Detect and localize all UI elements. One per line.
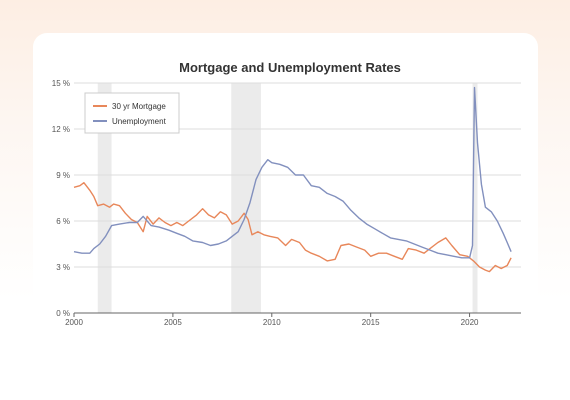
recession-band-3 xyxy=(472,83,478,313)
y-tick-label: 0 % xyxy=(56,309,70,318)
series-lines xyxy=(73,86,512,273)
x-tick-label: 2005 xyxy=(164,318,182,327)
chart-card: 0 % 3 % 6 % 9 % 12 % 15 % 2000 2005 2010 2015 2020… xyxy=(33,33,538,400)
y-tick-label: 9 % xyxy=(56,171,70,180)
recession-band-2 xyxy=(231,83,261,313)
legend-box xyxy=(84,92,180,134)
x-tick-label: 2010 xyxy=(263,318,281,327)
series-line-30-yr-mortgage xyxy=(73,182,512,273)
series-line-unemployment xyxy=(73,86,512,259)
axes: 0 % 3 % 6 % 9 % 12 % 15 % 2000 2005 2010 2015 2020 xyxy=(52,79,521,327)
line-chart: 0 % 3 % 6 % 9 % 12 % 15 % 2000 2005 2010 2015 2020… xyxy=(52,60,521,327)
y-tick-label: 15 % xyxy=(52,79,70,88)
legend-label[interactable]: 30 yr Mortgage xyxy=(112,102,166,111)
recession-band-1 xyxy=(97,83,112,313)
y-tick-label: 6 % xyxy=(56,217,70,226)
legend[interactable]: 30 yr Mortgage Unemployment xyxy=(84,92,180,134)
y-tick-label: 12 % xyxy=(52,125,70,134)
recession-bands xyxy=(97,83,478,313)
x-tick-label: 2015 xyxy=(362,318,380,327)
x-tick-label: 2020 xyxy=(461,318,479,327)
gridlines xyxy=(74,82,521,268)
x-tick-label: 2000 xyxy=(65,318,83,327)
legend-label[interactable]: Unemployment xyxy=(112,117,167,126)
chart-title: Mortgage and Unemployment Rates xyxy=(179,60,401,75)
y-tick-label: 3 % xyxy=(56,263,70,272)
